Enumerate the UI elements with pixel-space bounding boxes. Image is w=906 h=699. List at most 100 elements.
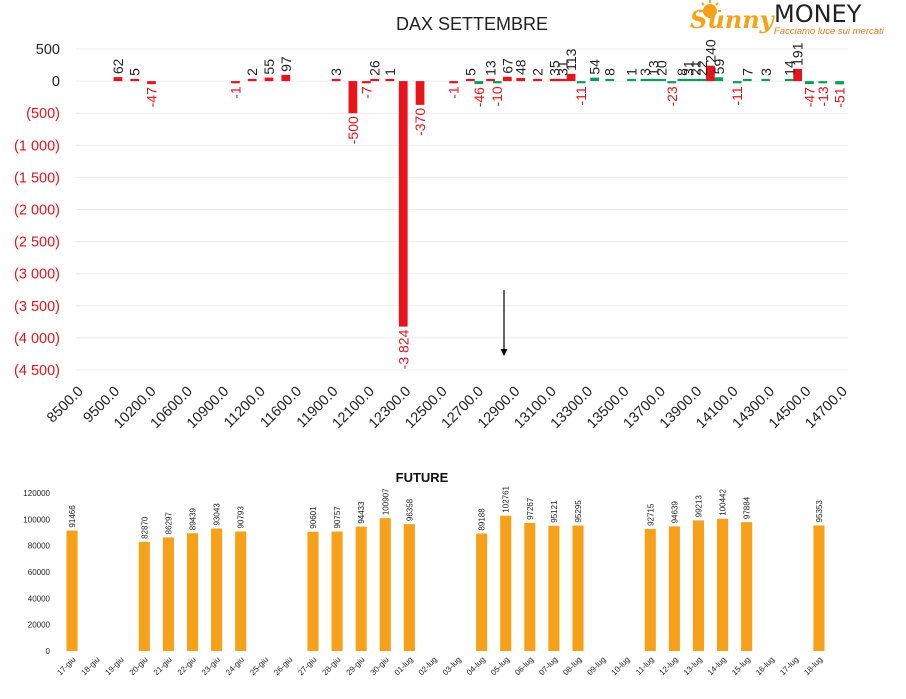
future-x-tick-label: 18-giu: [79, 655, 101, 677]
future-bar: [162, 537, 174, 651]
future-bar: [379, 518, 391, 651]
bar: [281, 74, 291, 82]
data-label: 22: [694, 60, 710, 76]
data-label: 8: [602, 68, 618, 76]
data-label: -51: [832, 87, 848, 107]
future-x-tick-label: 29-giu: [344, 655, 366, 677]
data-label: -3 824: [395, 329, 411, 369]
future-y-axis: 0 20000 40000 60000 80000 100000 120000: [23, 489, 50, 656]
sun-icon: [699, 0, 721, 18]
future-data-label: 90601: [309, 506, 318, 529]
future-x-tick-label: 10-lug: [610, 655, 632, 677]
y-tick-label: 0: [52, 74, 60, 90]
bar: [742, 78, 752, 82]
future-bar: [668, 526, 680, 651]
bar: [147, 81, 156, 85]
data-label: -13: [815, 86, 831, 106]
future-y-tick-label: 0: [46, 647, 51, 656]
y-tick-label: (4 000): [14, 331, 60, 347]
data-label: 8: [674, 68, 690, 76]
bar: [605, 78, 615, 82]
future-bar: [692, 520, 705, 651]
bar: [793, 68, 803, 82]
bar: [835, 81, 844, 85]
data-label: 67: [499, 58, 515, 74]
data-label: -10: [489, 86, 505, 106]
bar: [558, 78, 568, 82]
future-bar: [813, 525, 825, 651]
y-tick-label: (2 500): [14, 235, 60, 251]
bar: [231, 81, 240, 84]
bar: [697, 78, 707, 82]
y-tick-label: 500: [36, 42, 60, 58]
future-x-tick-label: 05-lug: [489, 655, 511, 677]
future-x-tick-label: 04-lug: [465, 655, 487, 677]
data-label: -370: [412, 108, 428, 136]
bar: [566, 73, 576, 82]
future-data-label: 92715: [646, 503, 655, 526]
bar: [761, 78, 771, 82]
future-bar: [307, 531, 319, 651]
future-x-tick-label: 06-lug: [513, 655, 535, 677]
future-y-tick-label: 40000: [28, 594, 51, 603]
data-label: 31: [681, 60, 697, 76]
bar: [348, 81, 358, 114]
future-bar: [500, 515, 512, 651]
bar: [486, 78, 495, 82]
future-x-tick-label: 21-giu: [152, 655, 174, 677]
future-x-tick-label: 16-lug: [754, 655, 776, 677]
y-tick-label: (1 500): [14, 170, 60, 186]
gridlines: [76, 48, 848, 371]
future-data-label: 99213: [694, 495, 703, 518]
future-data-label: 86297: [164, 512, 173, 535]
bar: [677, 78, 687, 82]
future-y-tick-label: 20000: [28, 621, 51, 630]
logo-sunny-text: Sunny: [690, 5, 776, 34]
future-y-tick-label: 100000: [23, 515, 50, 524]
future-x-tick-label: 08-lug: [561, 655, 583, 677]
data-label: 13: [483, 60, 499, 76]
future-x-tick-label: 01-lug: [393, 655, 415, 677]
future-data-label: 93043: [213, 503, 222, 526]
bar: [576, 81, 586, 84]
data-label: 54: [587, 59, 603, 75]
bar: [385, 78, 395, 82]
arrow-annotation: [500, 290, 508, 356]
bar: [640, 78, 650, 82]
data-label: 2: [244, 68, 260, 76]
bar: [627, 78, 636, 82]
future-x-tick-label: 03-lug: [441, 655, 463, 677]
future-bar: [476, 533, 488, 651]
future-data-label: 95353: [815, 500, 824, 523]
sunny-money-logo: Sunny MONEY Facciamo luce sui mercati: [690, 0, 885, 37]
y-tick-label: (2 000): [14, 203, 60, 219]
future-data-label: 95121: [550, 500, 559, 523]
future-data-label: 89439: [189, 507, 198, 530]
data-label: -7: [358, 86, 374, 99]
bar: [684, 78, 693, 82]
data-label: 191: [790, 42, 806, 66]
future-bar: [548, 525, 560, 651]
future-x-tick-label: 12-lug: [658, 655, 680, 677]
data-label: -1: [446, 86, 462, 99]
bar: [657, 78, 667, 82]
data-label: 35: [546, 60, 562, 76]
future-data-label: 94639: [670, 501, 679, 524]
future-bar: [138, 541, 150, 651]
future-bar: [186, 533, 199, 651]
data-label: 97: [278, 56, 294, 72]
future-x-axis: 17-giu 18-giu 19-giu 20-giu 21-giu 22-giu 23-g…: [55, 655, 824, 677]
future-bar: [717, 518, 729, 651]
bar: [648, 78, 658, 82]
data-label: 20: [654, 60, 670, 76]
data-label: 26: [367, 60, 383, 76]
data-label: -47: [801, 87, 817, 107]
future-x-tick-label: 15-lug: [730, 655, 752, 677]
future-x-tick-label: 11-lug: [634, 655, 656, 677]
future-x-tick-label: 09-lug: [585, 655, 607, 677]
future-x-tick-label: 17-lug: [778, 655, 800, 677]
bar: [714, 77, 724, 82]
future-x-tick-label: 30-giu: [369, 655, 391, 677]
bar: [805, 81, 814, 85]
bar: [818, 81, 828, 84]
